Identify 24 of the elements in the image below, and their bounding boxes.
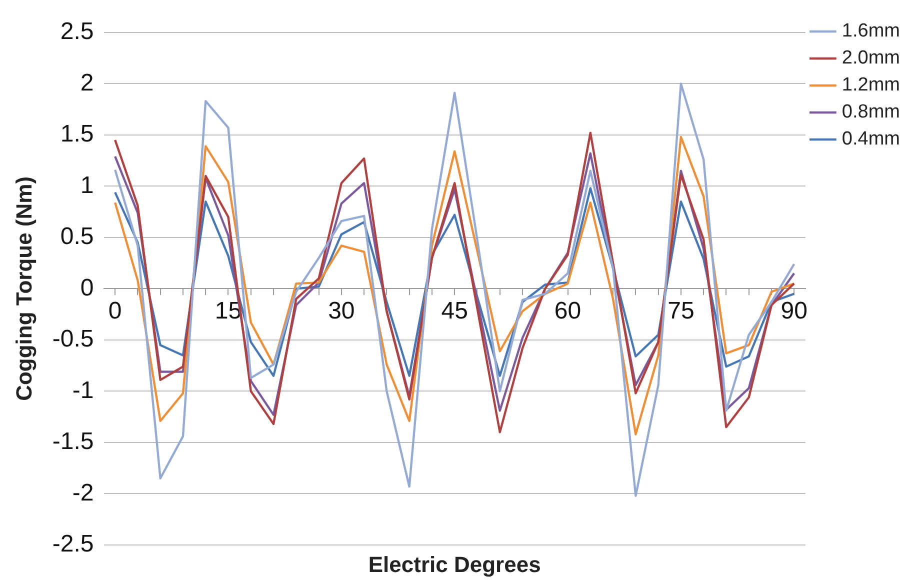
legend-label: 2.0mm [842, 48, 900, 69]
y-tick-label: 2 [80, 69, 94, 96]
y-tick-label: -0.5 [52, 326, 94, 353]
x-tick-label: 60 [554, 298, 582, 325]
x-tick-label: 30 [328, 298, 355, 325]
x-tick-label: 75 [668, 298, 694, 325]
y-tick-label: -1.5 [52, 428, 94, 456]
y-tick-label: 0.5 [60, 223, 94, 250]
y-tick-label: -1 [72, 376, 94, 404]
legend-label: 0.4mm [842, 128, 900, 150]
x-axis-title: Electric Degrees [368, 552, 541, 578]
y-axis-title: Cogging Torque (Nm) [11, 176, 36, 401]
y-tick-label: 1.5 [60, 120, 94, 148]
y-tick-label: -2.5 [52, 530, 94, 558]
y-tick-label: 1 [80, 172, 94, 199]
x-tick-label: 0 [108, 298, 122, 325]
y-tick-label: 0 [80, 274, 94, 302]
y-tick-label: 2.5 [60, 18, 94, 46]
x-tick-label: 90 [780, 298, 808, 325]
x-tick-label: 45 [441, 298, 468, 325]
legend-label: 1.2mm [842, 74, 900, 96]
y-tick-label: -2 [72, 479, 94, 506]
legend-label: 1.6mm [842, 20, 900, 42]
legend-label: 0.8mm [842, 102, 900, 123]
